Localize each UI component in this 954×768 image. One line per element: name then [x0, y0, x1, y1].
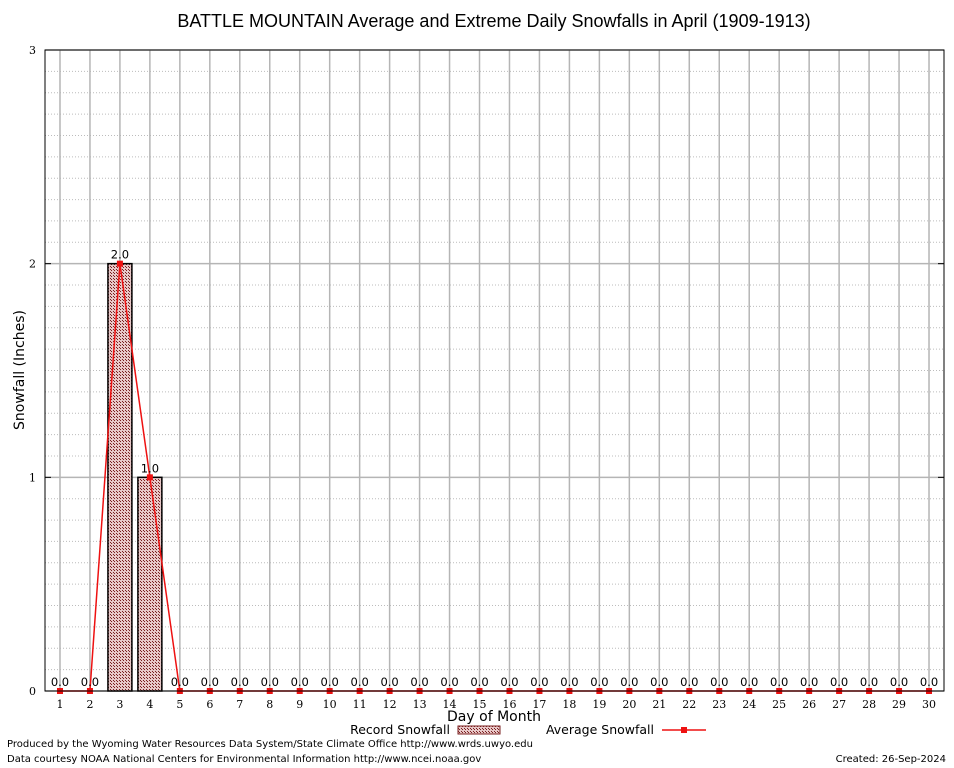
data-label: 2.0	[111, 248, 129, 262]
data-label: 0.0	[890, 675, 908, 689]
data-label: 0.0	[710, 675, 728, 689]
y-tick-label: 1	[29, 471, 36, 484]
chart-title: BATTLE MOUNTAIN Average and Extreme Dail…	[177, 11, 810, 31]
data-label: 0.0	[500, 675, 518, 689]
x-tick-label: 8	[266, 698, 273, 711]
data-label: 0.0	[770, 675, 788, 689]
data-label: 0.0	[231, 675, 249, 689]
x-tick-label: 12	[383, 698, 397, 711]
x-tick-label: 7	[236, 698, 243, 711]
x-tick-label: 24	[742, 698, 756, 711]
legend-average-marker	[681, 727, 687, 733]
x-tick-label: 5	[176, 698, 183, 711]
x-tick-label: 15	[473, 698, 487, 711]
legend-average-label: Average Snowfall	[546, 722, 654, 737]
data-label: 0.0	[470, 675, 488, 689]
data-label: 0.0	[800, 675, 818, 689]
footer-data-courtesy: Data courtesy NOAA National Centers for …	[7, 754, 482, 765]
data-label: 0.0	[740, 675, 758, 689]
y-tick-label: 2	[29, 258, 36, 271]
data-label: 0.0	[201, 675, 219, 689]
data-label: 0.0	[680, 675, 698, 689]
x-tick-label: 26	[802, 698, 816, 711]
average-point	[116, 260, 123, 267]
x-tick-label: 22	[682, 698, 696, 711]
x-tick-label: 27	[832, 698, 846, 711]
x-tick-label: 16	[502, 698, 516, 711]
x-tick-label: 6	[206, 698, 213, 711]
data-label: 0.0	[560, 675, 578, 689]
data-label: 0.0	[920, 675, 938, 689]
data-label: 0.0	[81, 675, 99, 689]
record-bar	[137, 476, 163, 692]
x-axis-label: Day of Month	[447, 709, 541, 725]
x-tick-label: 25	[772, 698, 786, 711]
x-tick-label: 23	[712, 698, 726, 711]
data-label: 0.0	[650, 675, 668, 689]
plot-frame	[44, 49, 945, 692]
data-labels: 0.0 0.0 2.0 1.0 0.0 0.0 0.0 0.0 0.0 0.0 0.0 0.0 0.0 0…	[51, 248, 938, 689]
legend-record-label: Record Snowfall	[350, 722, 450, 737]
data-label: 0.0	[380, 675, 398, 689]
data-label: 1.0	[141, 461, 159, 475]
data-label: 0.0	[590, 675, 608, 689]
y-axis-label: Snowfall (Inches)	[12, 310, 28, 430]
x-tick-label: 17	[532, 698, 546, 711]
data-label: 0.0	[261, 675, 279, 689]
data-label: 0.0	[351, 675, 369, 689]
x-tick-label: 11	[353, 698, 367, 711]
legend-record-swatch	[457, 725, 501, 735]
y-tick-label: 3	[29, 44, 36, 57]
x-tick-label: 29	[892, 698, 906, 711]
x-tick-label: 20	[622, 698, 636, 711]
footer-produced-by: Produced by the Wyoming Water Resources …	[7, 739, 533, 750]
data-label: 0.0	[291, 675, 309, 689]
record-bars	[107, 262, 163, 692]
average-point	[146, 474, 153, 481]
x-tick-label: 30	[922, 698, 936, 711]
x-tick-label: 13	[413, 698, 427, 711]
x-tick-label: 28	[862, 698, 876, 711]
data-label: 0.0	[860, 675, 878, 689]
x-tick-label: 1	[56, 698, 63, 711]
x-tick-label: 10	[323, 698, 337, 711]
x-tick-label: 9	[296, 698, 303, 711]
data-label: 0.0	[620, 675, 638, 689]
data-label: 0.0	[410, 675, 428, 689]
legend: Record Snowfall Average Snowfall	[350, 722, 706, 737]
x-tick-label: 3	[116, 698, 123, 711]
data-label: 0.0	[530, 675, 548, 689]
x-tick-label: 18	[562, 698, 576, 711]
x-tick-label: 21	[652, 698, 666, 711]
footer-created: Created: 26-Sep-2024	[835, 754, 946, 765]
data-label: 0.0	[171, 675, 189, 689]
data-label: 0.0	[51, 675, 69, 689]
data-label: 0.0	[440, 675, 458, 689]
x-tick-label: 19	[592, 698, 606, 711]
grid-lines	[45, 49, 944, 692]
data-label: 0.0	[830, 675, 848, 689]
x-tick-label: 2	[86, 698, 93, 711]
y-tick-label: 0	[29, 685, 36, 698]
data-label: 0.0	[321, 675, 339, 689]
x-tick-label: 4	[146, 698, 153, 711]
x-tick-label: 14	[443, 698, 457, 711]
